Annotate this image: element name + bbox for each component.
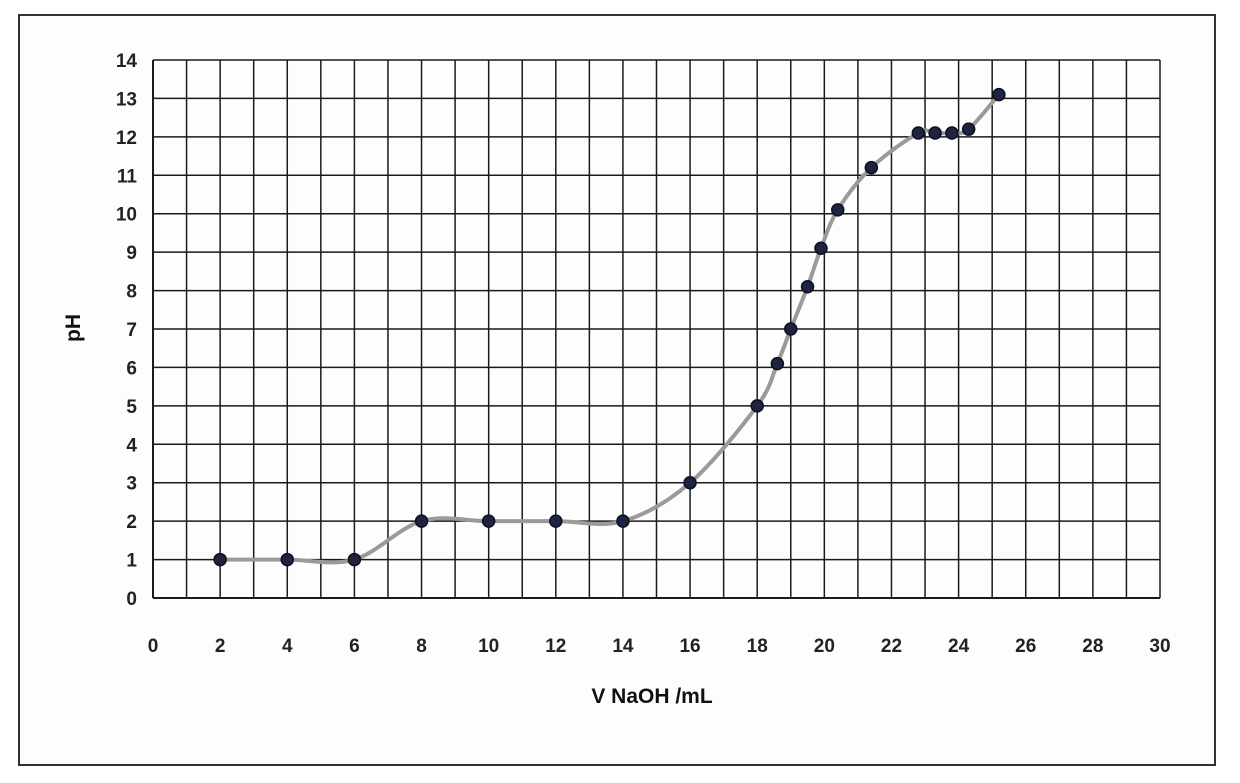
data-point — [784, 322, 798, 336]
x-tick-label: 6 — [349, 636, 360, 657]
y-tick-label: 13 — [116, 89, 137, 110]
grid — [152, 59, 1161, 599]
data-point — [864, 160, 879, 175]
y-tick-label: 5 — [126, 397, 137, 418]
y-tick-label: 0 — [126, 589, 137, 610]
chart-frame — [18, 14, 1216, 766]
y-axis-label: pH — [62, 314, 85, 342]
data-points — [213, 87, 1006, 567]
y-tick-label: 14 — [116, 51, 138, 72]
x-tick-label: 8 — [416, 636, 427, 657]
x-tick-label: 18 — [747, 636, 768, 657]
data-point — [814, 241, 828, 256]
data-point — [481, 514, 496, 528]
data-point — [414, 514, 429, 528]
y-tick-label: 1 — [126, 551, 137, 572]
data-point — [213, 552, 227, 567]
y-tick-label: 7 — [126, 320, 137, 341]
data-point — [928, 126, 942, 140]
y-tick-label: 2 — [126, 512, 137, 533]
y-tick-label: 3 — [126, 474, 137, 495]
data-point — [992, 87, 1006, 102]
x-tick-label: 0 — [148, 636, 159, 657]
data-point — [347, 552, 362, 567]
data-point — [770, 356, 785, 371]
x-tick-label: 16 — [679, 636, 700, 657]
data-point — [616, 514, 630, 528]
x-tick-label: 22 — [881, 636, 902, 657]
data-point — [945, 126, 959, 140]
x-tick-labels: 0 2 4 6 8 10 12 14 16 18 20 22 24 26 28 30 — [148, 636, 1171, 657]
x-tick-label: 12 — [545, 636, 566, 657]
y-tick-label: 6 — [126, 358, 137, 379]
y-tick-label: 4 — [126, 435, 137, 456]
x-tick-label: 20 — [814, 636, 835, 657]
y-tick-label: 11 — [117, 166, 138, 187]
x-tick-label: 30 — [1149, 636, 1170, 657]
y-tick-label: 8 — [126, 282, 137, 303]
data-point — [911, 126, 926, 140]
x-tick-label: 14 — [612, 636, 634, 657]
data-point — [683, 475, 697, 490]
x-tick-label: 26 — [1015, 636, 1036, 657]
y-tick-label: 12 — [116, 128, 137, 149]
data-point — [549, 514, 563, 528]
data-point — [961, 122, 976, 136]
x-tick-label: 10 — [478, 636, 499, 657]
x-axis-label: V NaOH /mL — [591, 685, 713, 708]
data-point — [831, 203, 845, 217]
data-point — [280, 552, 295, 567]
data-point — [750, 399, 764, 413]
data-point — [800, 279, 815, 294]
x-tick-label: 28 — [1082, 636, 1103, 657]
x-tick-label: 24 — [948, 636, 970, 657]
x-tick-label: 2 — [215, 636, 226, 657]
y-tick-label: 10 — [116, 205, 137, 226]
x-tick-label: 4 — [282, 636, 293, 657]
y-tick-label: 9 — [126, 243, 137, 264]
